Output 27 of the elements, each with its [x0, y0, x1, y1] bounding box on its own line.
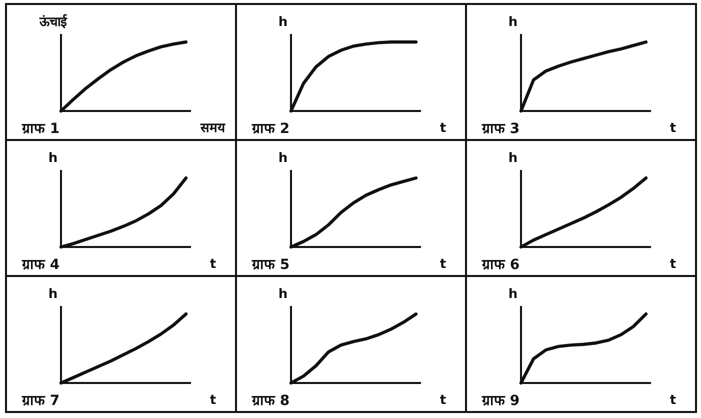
x-axis-title: t [440, 121, 446, 136]
x-axis-title: t [670, 257, 676, 272]
x-axis-title: समय [200, 121, 226, 136]
y-axis-title: ऊंचाई [38, 14, 68, 30]
y-axis-title: h [508, 287, 518, 302]
text: ग्राफ 6 [481, 257, 520, 273]
x-axis-title: t [440, 393, 446, 408]
text: ग्राफ 9 [481, 393, 520, 409]
x-axis-title: t [210, 257, 216, 272]
text: ग्राफ 1 [21, 121, 60, 137]
text: ग्राफ 5 [251, 257, 290, 273]
text: ग्राफ 7 [21, 393, 60, 409]
y-axis-title: h [278, 15, 288, 30]
x-axis-title: t [670, 121, 676, 136]
x-axis-title: t [210, 393, 216, 408]
y-axis-title: h [48, 151, 58, 166]
text: ग्राफ 2 [251, 121, 290, 137]
text: ग्राफ 8 [251, 393, 290, 409]
y-axis-title: h [278, 151, 288, 166]
text: ग्राफ 3 [481, 121, 520, 137]
y-axis-title: h [278, 287, 288, 302]
x-axis-title: t [440, 257, 446, 272]
y-axis-title: h [508, 151, 518, 166]
text: ग्राफ 4 [21, 257, 60, 273]
y-axis-title: h [508, 15, 518, 30]
x-axis-title: t [670, 393, 676, 408]
y-axis-title: h [48, 287, 58, 302]
